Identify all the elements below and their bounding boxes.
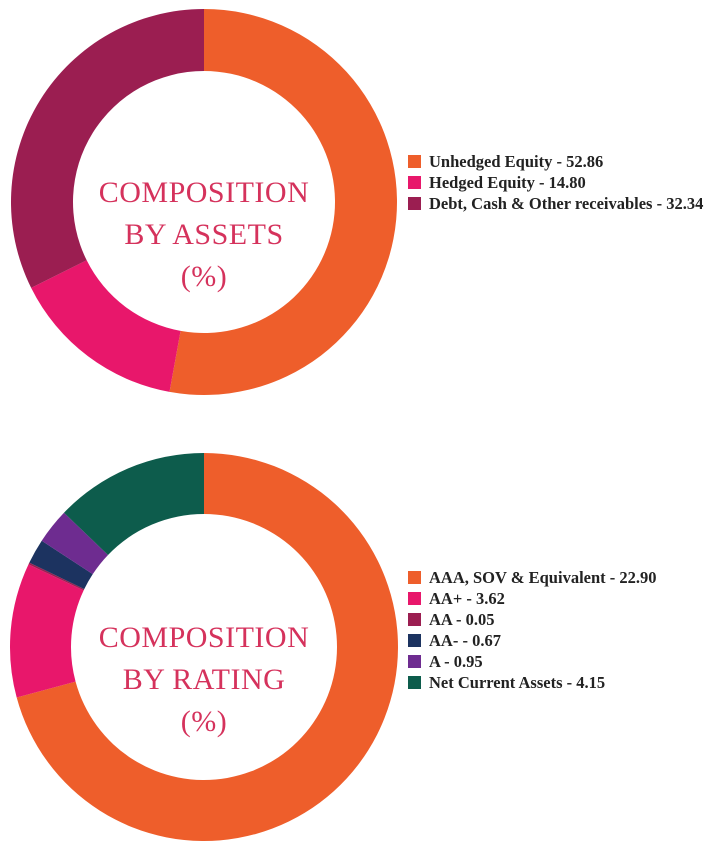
legend-swatch [408, 571, 421, 584]
legend-swatch [408, 176, 421, 189]
assets-donut-chart: COMPOSITION BY ASSETS (%) Unhedged Equit… [0, 0, 713, 420]
legend-label: A - 0.95 [429, 652, 483, 671]
legend-label: Unhedged Equity - 52.86 [429, 152, 604, 171]
rating-legend-item: AA- - 0.67 [408, 630, 668, 651]
rating-legend-item: A - 0.95 [408, 651, 668, 672]
rating-center-label: COMPOSITION BY RATING (%) [54, 617, 354, 743]
assets-center-line-2: BY ASSETS [124, 218, 284, 251]
rating-donut-svg [9, 453, 398, 841]
legend-label: AAA, SOV & Equivalent - 22.90 [429, 568, 657, 587]
legend-swatch [408, 655, 421, 668]
rating-center-line-1: COMPOSITION [98, 621, 310, 654]
legend-swatch [408, 592, 421, 605]
rating-center-line-2: BY RATING [122, 663, 286, 696]
rating-donut-chart: COMPOSITION BY RATING (%) AAA, SOV & Equ… [0, 440, 713, 856]
assets-legend-item: Unhedged Equity - 52.86 [408, 151, 708, 172]
donut-slice-aa [28, 562, 85, 591]
legend-label: Hedged Equity - 14.80 [429, 173, 586, 192]
rating-legend-item: Net Current Assets - 4.15 [408, 672, 668, 693]
donut-slice-hedged-equity [31, 260, 181, 392]
legend-swatch [408, 613, 421, 626]
legend-label: AA - 0.05 [429, 610, 495, 629]
assets-center-label: COMPOSITION BY ASSETS (%) [54, 172, 354, 298]
rating-center-line-3: (%) [180, 705, 228, 738]
assets-legend-item: Debt, Cash & Other receivables - 32.34 [408, 193, 708, 214]
rating-legend: AAA, SOV & Equivalent - 22.90 AA+ - 3.62… [408, 567, 668, 693]
legend-label: Net Current Assets - 4.15 [429, 673, 606, 692]
legend-swatch [408, 155, 421, 168]
legend-label: Debt, Cash & Other receivables - 32.34 [429, 194, 704, 213]
assets-center-line-1: COMPOSITION [98, 176, 310, 209]
assets-legend: Unhedged Equity - 52.86 Hedged Equity - … [408, 151, 708, 214]
rating-legend-item: AAA, SOV & Equivalent - 22.90 [408, 567, 668, 588]
legend-swatch [408, 634, 421, 647]
donut-slice-aaa-sov-equivalent [16, 453, 398, 841]
donut-slice-aa [9, 564, 84, 698]
legend-label: AA- - 0.67 [429, 631, 501, 650]
assets-legend-item: Hedged Equity - 14.80 [408, 172, 708, 193]
donut-slice-a [41, 512, 109, 575]
donut-slice-net-current-assets [63, 453, 204, 555]
assets-donut-svg [11, 9, 398, 395]
legend-swatch [408, 676, 421, 689]
legend-label: AA+ - 3.62 [429, 589, 505, 608]
assets-center-line-3: (%) [180, 260, 228, 293]
donut-slice-debt-cash-other-receivables [11, 9, 205, 288]
rating-legend-item: AA+ - 3.62 [408, 588, 668, 609]
donut-slice-unhedged-equity [169, 9, 398, 395]
donut-slice-aa [29, 540, 93, 590]
legend-swatch [408, 197, 421, 210]
rating-legend-item: AA - 0.05 [408, 609, 668, 630]
